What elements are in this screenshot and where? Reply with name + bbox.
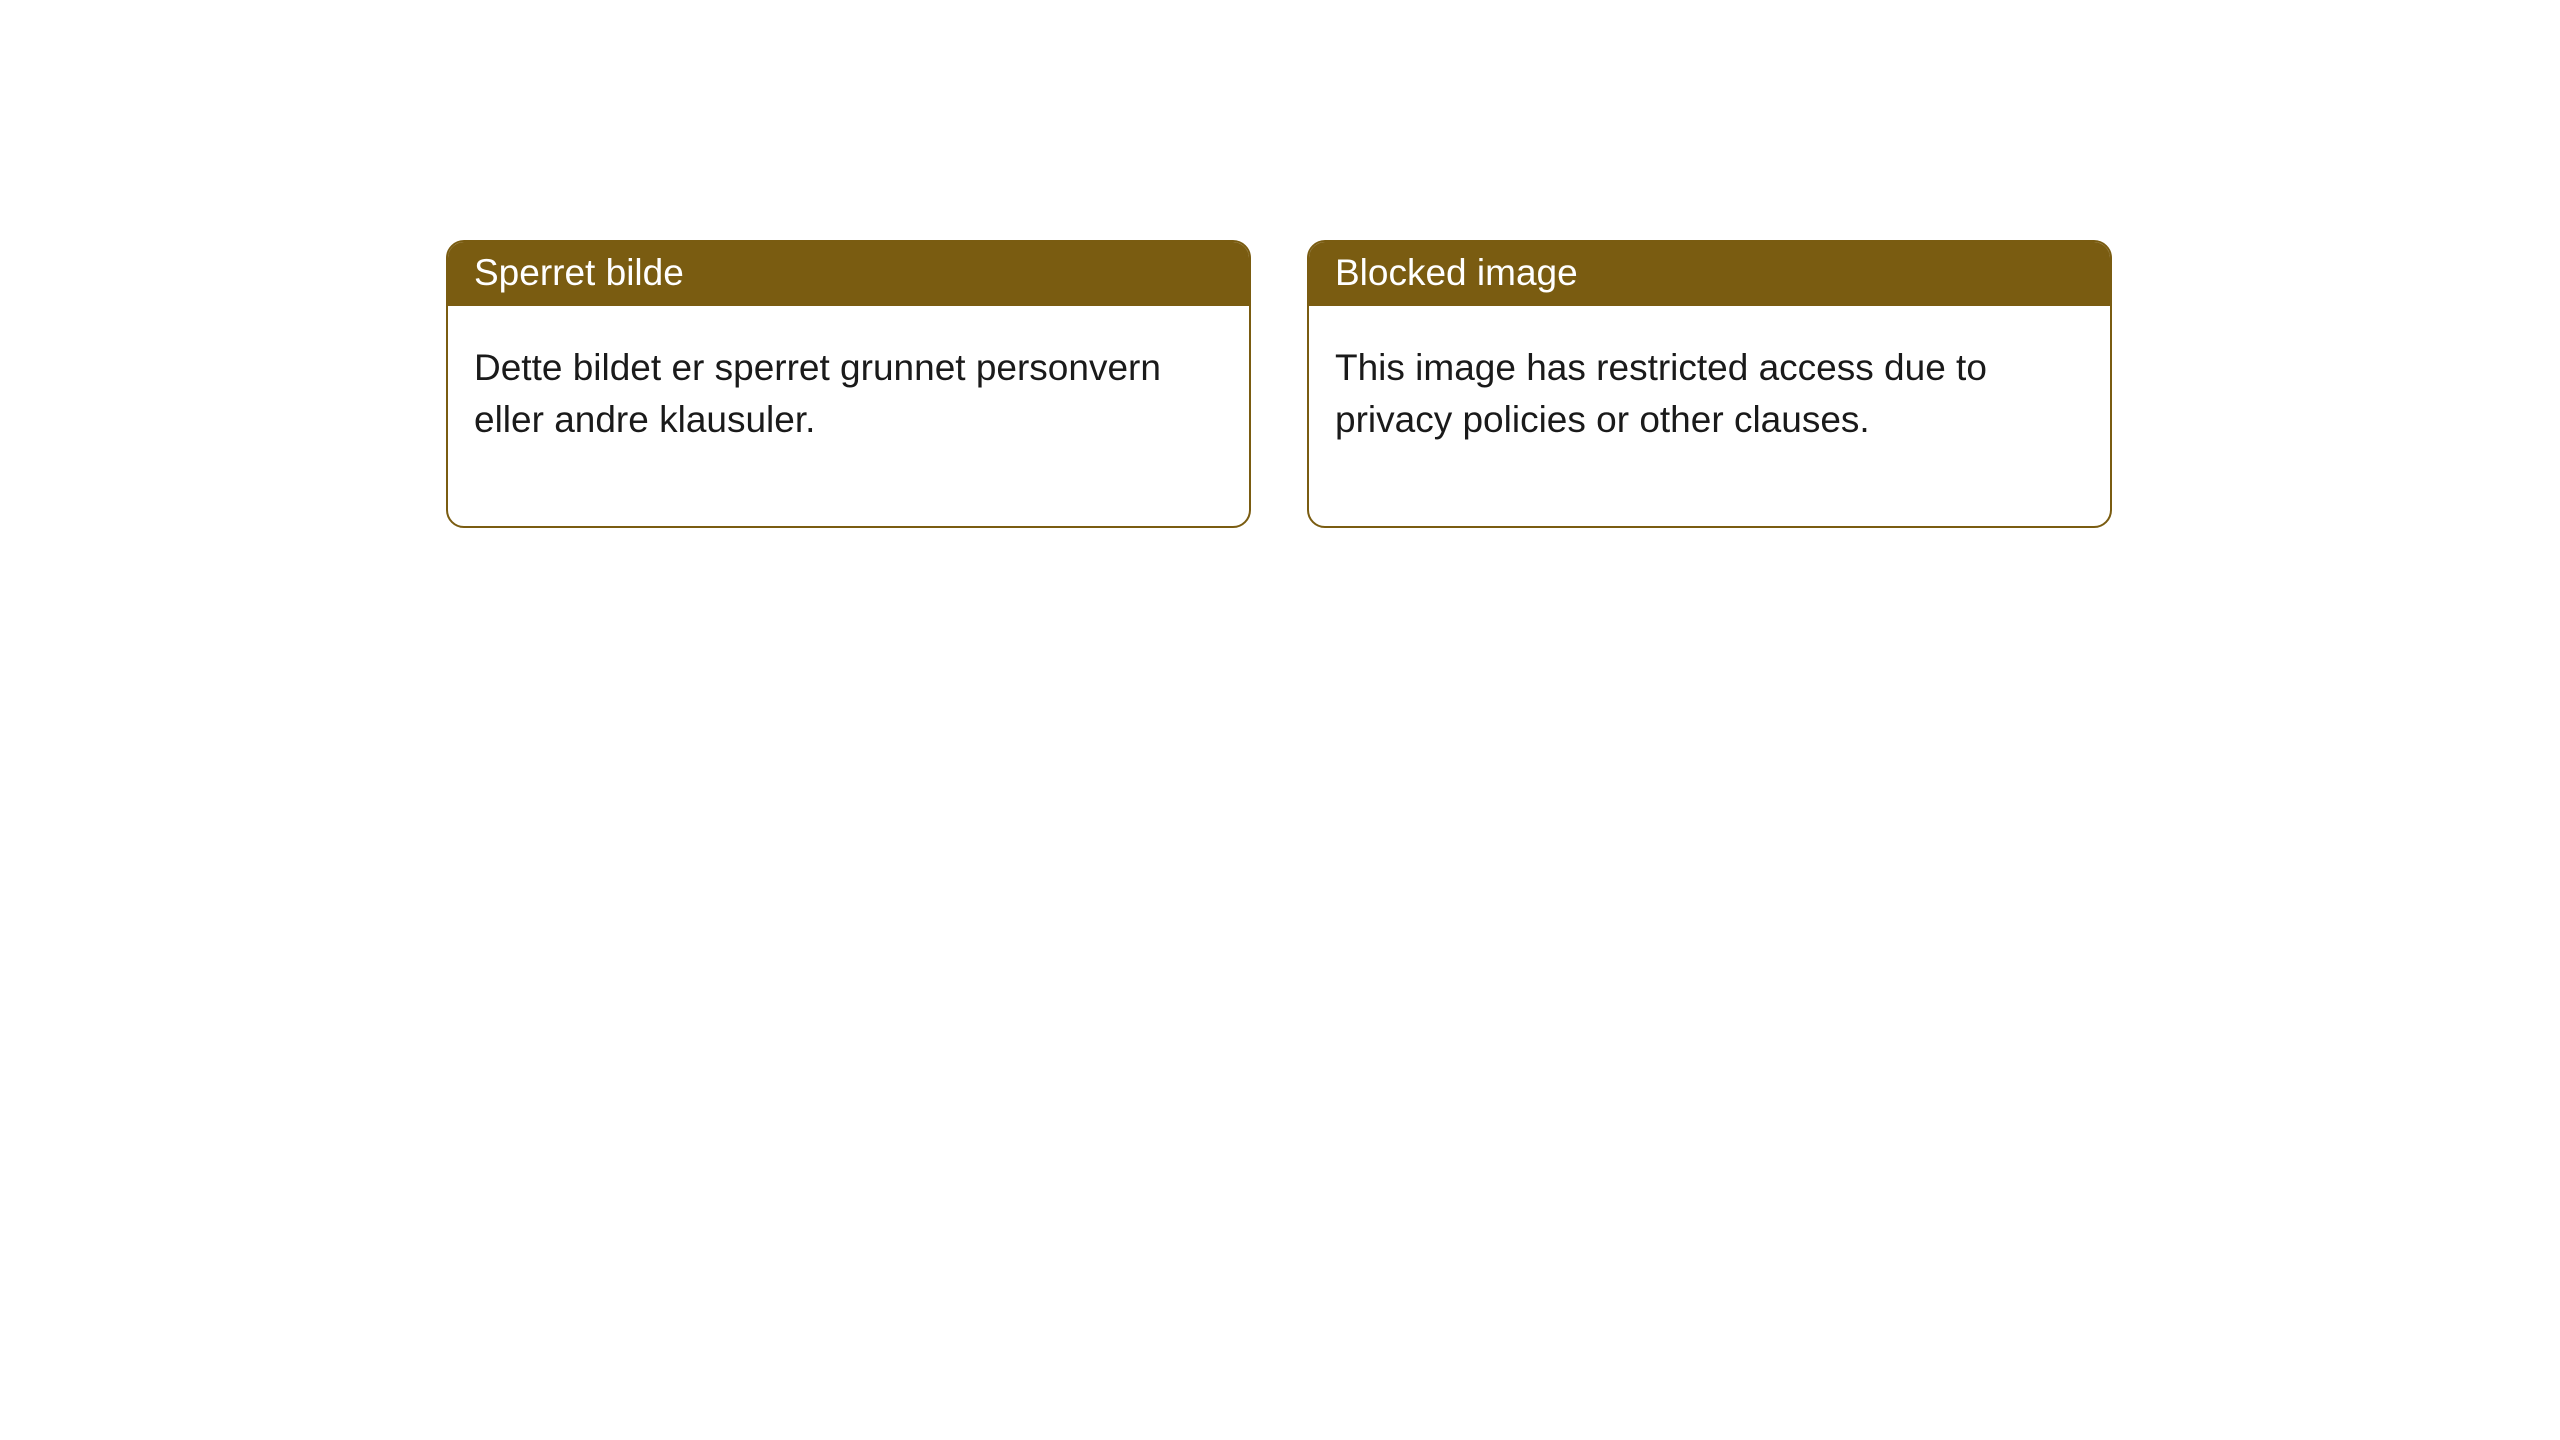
card-body-text: Dette bildet er sperret grunnet personve… xyxy=(448,306,1249,526)
notice-card-english: Blocked image This image has restricted … xyxy=(1307,240,2112,528)
notice-card-norwegian: Sperret bilde Dette bildet er sperret gr… xyxy=(446,240,1251,528)
notice-container: Sperret bilde Dette bildet er sperret gr… xyxy=(0,0,2560,528)
card-body-text: This image has restricted access due to … xyxy=(1309,306,2110,526)
card-title: Sperret bilde xyxy=(448,242,1249,306)
card-title: Blocked image xyxy=(1309,242,2110,306)
